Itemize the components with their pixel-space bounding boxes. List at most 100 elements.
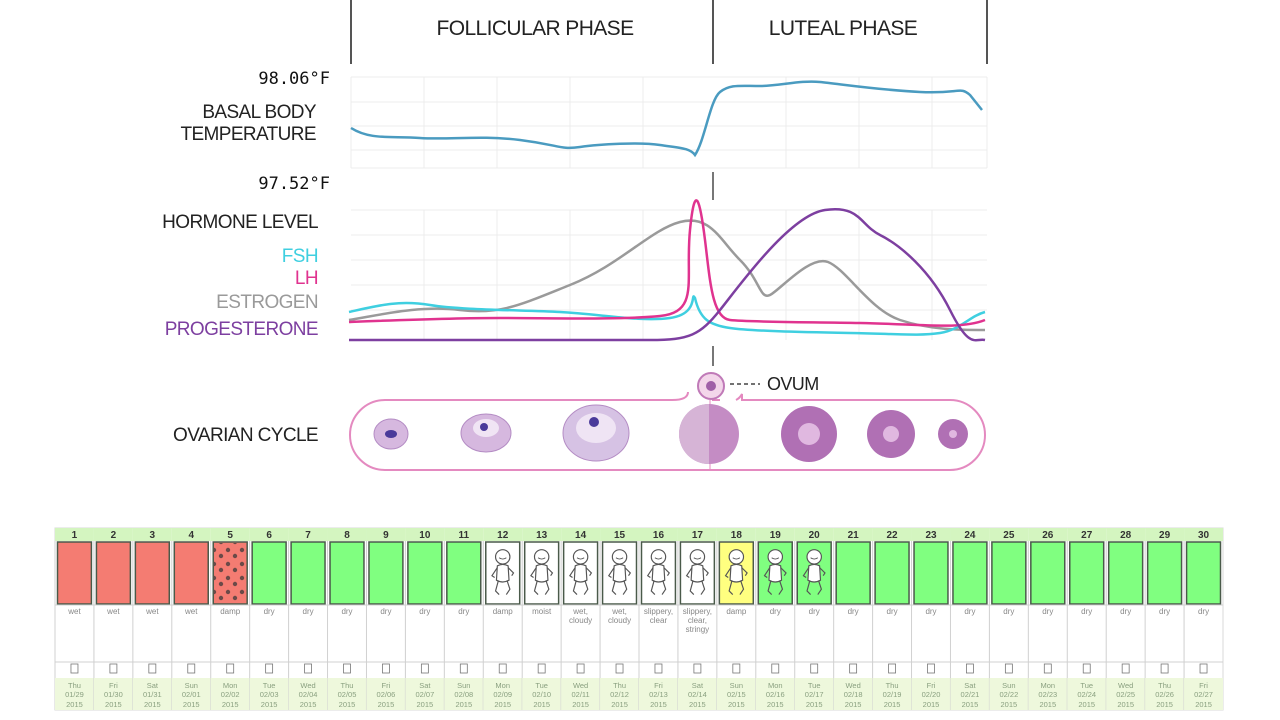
day-number: 2	[111, 530, 117, 541]
day-status[interactable]	[134, 541, 171, 605]
day-status[interactable]	[251, 541, 287, 605]
note-icon[interactable]	[420, 663, 429, 674]
day-number-cell	[989, 528, 1029, 541]
day-status[interactable]	[952, 541, 988, 605]
observation-note: wet,	[572, 607, 588, 616]
date: 02/26	[1155, 690, 1174, 699]
day-number: 18	[731, 530, 743, 541]
date: 02/20	[922, 690, 941, 699]
note-icon[interactable]	[927, 663, 935, 674]
observation-note: dry	[1120, 607, 1131, 616]
note-icon[interactable]	[498, 663, 507, 674]
day-status[interactable]	[446, 541, 482, 605]
note-icon[interactable]	[265, 663, 274, 674]
temperature-grid	[350, 76, 988, 169]
day-status[interactable]	[1185, 541, 1222, 605]
note-icon[interactable]	[148, 663, 157, 674]
temperature-label: TEMPERATURE	[180, 124, 316, 145]
note-icon[interactable]	[187, 663, 196, 674]
day-number: 6	[266, 530, 272, 541]
note-icon[interactable]	[888, 663, 896, 674]
note-icon[interactable]	[459, 663, 468, 674]
day-status[interactable]	[1146, 541, 1183, 605]
day-number: 10	[419, 530, 431, 541]
day-number: 22	[887, 530, 899, 541]
note-icon[interactable]	[966, 663, 974, 674]
follicle-antrum	[576, 413, 616, 443]
day-number-cell	[132, 528, 172, 541]
date: 02/23	[1038, 690, 1057, 699]
year: 2015	[494, 700, 511, 709]
observation-note: dry	[419, 607, 430, 616]
day-status[interactable]	[1107, 541, 1144, 605]
note-icon[interactable]	[576, 663, 585, 674]
date: 02/06	[377, 690, 396, 699]
year: 2015	[1156, 700, 1173, 709]
phase-header: FOLLICULAR PHASE LUTEAL PHASE	[350, 0, 988, 64]
temperature-low: 97.52°F	[258, 174, 330, 194]
legend-entry: ESTROGEN	[216, 292, 318, 313]
weekday: Wed	[300, 681, 315, 690]
weekday: Sat	[692, 681, 704, 690]
date-cell	[171, 678, 211, 710]
note-icon[interactable]	[537, 663, 546, 674]
note-icon[interactable]	[382, 663, 390, 674]
note-icon[interactable]	[615, 663, 624, 674]
observation-note: dry	[341, 607, 352, 616]
day-number: 20	[809, 530, 821, 541]
temperature-high: 98.06°F	[258, 69, 330, 89]
day-status[interactable]	[95, 541, 132, 605]
note-icon[interactable]	[109, 663, 118, 674]
note-icon[interactable]	[226, 663, 235, 674]
weekday: Mon	[1041, 681, 1056, 690]
day-status[interactable]	[835, 541, 871, 605]
note-icon[interactable]	[1082, 663, 1091, 674]
note-icon[interactable]	[771, 663, 780, 674]
note-icon[interactable]	[304, 663, 312, 674]
date-cell	[93, 678, 133, 710]
note-icon[interactable]	[654, 663, 663, 674]
note-icon[interactable]	[1199, 663, 1208, 674]
day-status[interactable]	[913, 541, 949, 605]
note-icon[interactable]	[70, 663, 79, 674]
year: 2015	[689, 700, 706, 709]
note-icon[interactable]	[732, 663, 741, 674]
day-status[interactable]	[1030, 541, 1066, 605]
day-number-cell	[561, 528, 601, 541]
weekday: Fri	[382, 681, 391, 690]
note-icon[interactable]	[1160, 663, 1169, 674]
day-status[interactable]	[173, 541, 209, 605]
day-number-cell	[1028, 528, 1068, 541]
day-number: 5	[227, 530, 233, 541]
note-icon[interactable]	[343, 663, 351, 674]
day-number-cell	[93, 528, 133, 541]
date-cell	[561, 678, 601, 710]
year: 2015	[962, 700, 979, 709]
day-number: 23	[925, 530, 937, 541]
note-icon[interactable]	[1004, 663, 1013, 674]
note-icon[interactable]	[693, 663, 702, 674]
day-status[interactable]	[407, 541, 443, 605]
day-status[interactable]	[874, 541, 910, 605]
note-icon[interactable]	[849, 663, 858, 674]
day-status[interactable]	[368, 541, 404, 605]
day-status[interactable]	[56, 541, 93, 605]
year: 2015	[339, 700, 356, 709]
day-number: 13	[536, 530, 548, 541]
day-status[interactable]	[991, 541, 1027, 605]
note-icon[interactable]	[1121, 663, 1130, 674]
day-status[interactable]	[290, 541, 326, 605]
day-status[interactable]	[1069, 541, 1105, 605]
note-icon[interactable]	[810, 663, 819, 674]
date-cell	[911, 678, 951, 710]
day-status[interactable]	[329, 541, 365, 605]
corpus-luteum-core	[883, 426, 899, 442]
date-cell	[755, 678, 795, 710]
date-cell	[132, 678, 172, 710]
observation-note: dry	[809, 607, 820, 616]
day-number: 7	[305, 530, 311, 541]
date-cell	[210, 678, 250, 710]
note-icon[interactable]	[1043, 663, 1052, 674]
